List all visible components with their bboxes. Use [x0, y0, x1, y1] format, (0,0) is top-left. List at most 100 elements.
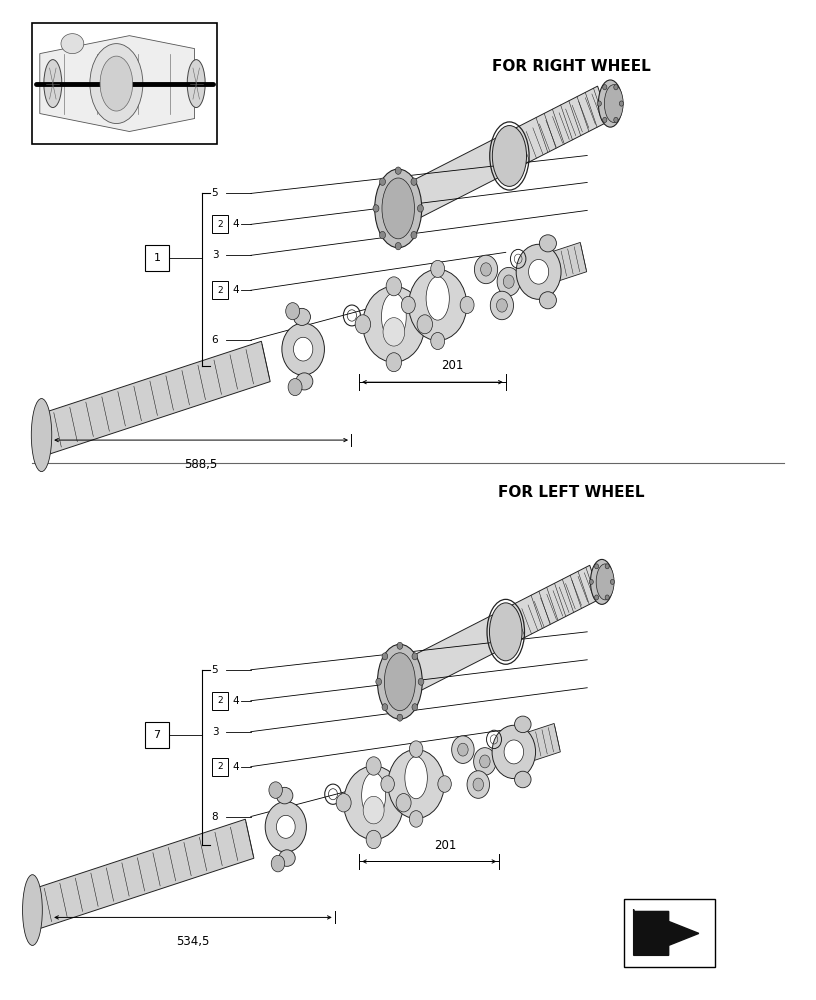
Text: 7: 7	[153, 730, 161, 740]
Ellipse shape	[411, 231, 417, 239]
Text: 588,5: 588,5	[184, 458, 218, 471]
Ellipse shape	[614, 117, 618, 123]
Ellipse shape	[366, 757, 381, 775]
Ellipse shape	[598, 80, 623, 127]
Bar	[145, 722, 169, 748]
Ellipse shape	[517, 244, 561, 299]
Ellipse shape	[605, 85, 623, 122]
Ellipse shape	[619, 101, 623, 106]
Ellipse shape	[467, 771, 490, 798]
Ellipse shape	[355, 315, 370, 334]
Bar	[32, 23, 217, 144]
Ellipse shape	[344, 766, 404, 839]
Ellipse shape	[515, 716, 531, 733]
Ellipse shape	[603, 117, 607, 123]
Ellipse shape	[614, 85, 618, 90]
Bar	[211, 215, 228, 233]
Ellipse shape	[279, 850, 295, 866]
Ellipse shape	[418, 205, 424, 212]
Ellipse shape	[410, 741, 423, 757]
Ellipse shape	[503, 275, 514, 288]
Ellipse shape	[458, 743, 468, 756]
Ellipse shape	[90, 44, 143, 124]
Ellipse shape	[480, 755, 490, 768]
Polygon shape	[40, 36, 194, 132]
Bar	[211, 692, 228, 710]
Ellipse shape	[296, 373, 313, 390]
Text: 1: 1	[153, 253, 161, 263]
Ellipse shape	[595, 564, 599, 569]
Ellipse shape	[591, 559, 614, 604]
Ellipse shape	[426, 276, 450, 320]
Ellipse shape	[277, 815, 295, 838]
Ellipse shape	[294, 337, 313, 361]
Text: 3: 3	[211, 250, 219, 260]
Ellipse shape	[397, 642, 403, 649]
Ellipse shape	[379, 178, 385, 185]
Ellipse shape	[282, 323, 325, 375]
Ellipse shape	[382, 704, 388, 711]
Text: 5: 5	[211, 665, 219, 675]
Text: 3: 3	[211, 727, 219, 737]
Ellipse shape	[410, 811, 423, 827]
Ellipse shape	[187, 60, 205, 108]
Ellipse shape	[397, 714, 403, 721]
Text: 4: 4	[233, 285, 239, 295]
Ellipse shape	[605, 595, 610, 600]
Ellipse shape	[395, 242, 401, 250]
Polygon shape	[503, 723, 561, 769]
Ellipse shape	[376, 678, 382, 685]
Ellipse shape	[44, 60, 62, 108]
Ellipse shape	[378, 644, 422, 719]
Ellipse shape	[386, 277, 401, 296]
Ellipse shape	[23, 875, 42, 945]
Ellipse shape	[373, 205, 379, 212]
Ellipse shape	[490, 291, 513, 320]
Ellipse shape	[363, 796, 384, 824]
Ellipse shape	[473, 748, 496, 775]
Polygon shape	[528, 242, 587, 289]
Ellipse shape	[589, 579, 593, 584]
Ellipse shape	[265, 802, 307, 852]
Ellipse shape	[271, 855, 285, 872]
Text: 2: 2	[217, 286, 223, 295]
Ellipse shape	[610, 579, 614, 584]
Ellipse shape	[451, 736, 474, 763]
Ellipse shape	[460, 296, 474, 313]
Bar	[145, 245, 169, 271]
Text: 2: 2	[217, 220, 223, 229]
Text: 4: 4	[233, 219, 239, 229]
Text: 2: 2	[217, 696, 223, 705]
Polygon shape	[634, 909, 698, 955]
Ellipse shape	[504, 740, 524, 764]
Ellipse shape	[473, 778, 484, 791]
Polygon shape	[37, 341, 270, 455]
Ellipse shape	[412, 653, 418, 660]
Ellipse shape	[100, 56, 133, 111]
Ellipse shape	[597, 101, 601, 106]
Ellipse shape	[375, 169, 422, 248]
Text: 6: 6	[211, 335, 219, 345]
Ellipse shape	[381, 776, 394, 792]
Text: 2: 2	[217, 762, 223, 771]
Text: 4: 4	[233, 696, 239, 706]
Ellipse shape	[381, 293, 406, 340]
Ellipse shape	[294, 308, 310, 325]
Ellipse shape	[481, 263, 491, 276]
Ellipse shape	[382, 178, 415, 239]
Ellipse shape	[286, 303, 299, 320]
Text: 534,5: 534,5	[176, 935, 210, 948]
Ellipse shape	[529, 259, 548, 284]
Ellipse shape	[396, 794, 411, 812]
Ellipse shape	[539, 235, 557, 252]
Text: 5: 5	[211, 188, 219, 198]
Ellipse shape	[395, 167, 401, 174]
Bar	[211, 758, 228, 776]
Ellipse shape	[605, 564, 610, 569]
Ellipse shape	[409, 269, 467, 341]
Polygon shape	[29, 819, 254, 930]
Ellipse shape	[490, 603, 522, 661]
Text: 4: 4	[233, 762, 239, 772]
Ellipse shape	[417, 315, 432, 334]
Ellipse shape	[277, 787, 293, 804]
